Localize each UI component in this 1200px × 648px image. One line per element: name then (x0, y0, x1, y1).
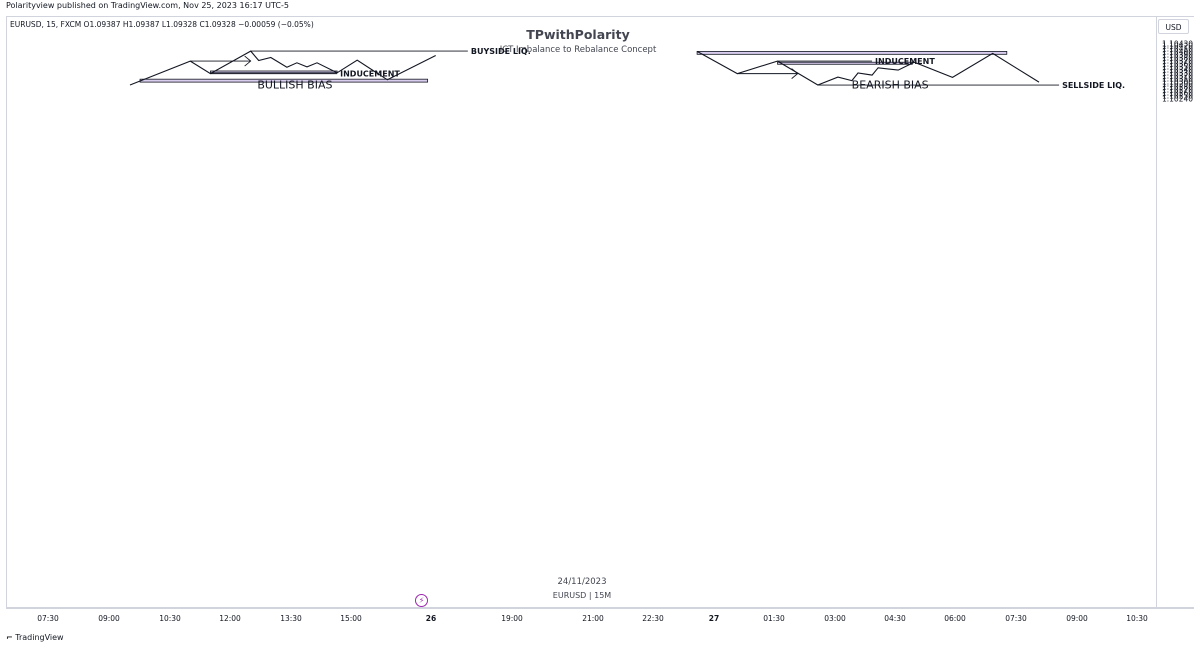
time-tick-label: 27 (708, 614, 720, 623)
bearish-price-path[interactable] (696, 50, 1040, 86)
imbalance-zone[interactable] (210, 70, 338, 74)
price-tick-label: 1.10310 (1162, 74, 1194, 84)
arrow-head[interactable] (791, 68, 799, 79)
time-tick-label: 09:00 (1066, 614, 1088, 623)
arrow-head[interactable] (244, 55, 252, 67)
imbalance-zone[interactable] (696, 50, 1008, 55)
chart-title: TPwithPolarity (526, 27, 630, 42)
price-tick-label: 1.10260 (1162, 88, 1194, 98)
time-tick-label: 09:00 (98, 614, 120, 623)
price-tick-label: 1.10430 (1162, 39, 1194, 48)
chart-subtitle: ICT Imbalance to Rebalance Concept (499, 45, 657, 55)
time-tick-label: 06:00 (944, 614, 966, 623)
time-tick-label: 10:30 (159, 614, 181, 623)
price-tick-label: 1.10300 (1162, 77, 1194, 87)
economic-event-icon[interactable]: ⚡ (415, 594, 428, 607)
price-tick-label: 1.10290 (1162, 79, 1194, 89)
bias-label: BULLISH BIAS (257, 78, 332, 91)
time-tick-label: 03:00 (824, 614, 846, 623)
tradingview-logo[interactable]: ⌐ TradingView (6, 633, 64, 642)
time-tick-label: 13:30 (280, 614, 302, 623)
price-tick-label: 1.10280 (1162, 82, 1194, 92)
date-watermark: 24/11/2023 (557, 577, 607, 587)
currency-button[interactable]: USD (1158, 19, 1189, 34)
time-tick-label: 01:30 (763, 614, 785, 623)
time-tick-label: 15:00 (340, 614, 362, 623)
tradingview-brand-text: TradingView (15, 633, 64, 642)
time-tick-label: 12:00 (219, 614, 241, 623)
time-tick-label: 26 (425, 614, 437, 623)
bullish-price-path[interactable] (129, 50, 436, 86)
time-axis-divider (6, 608, 1194, 609)
time-tick-label: 21:00 (582, 614, 604, 623)
price-tick-label: 1.10410 (1162, 44, 1194, 54)
price-tick-label: 1.10360 (1162, 59, 1194, 69)
price-tick-label: 1.10370 (1162, 56, 1194, 66)
time-tick-label: 19:00 (501, 614, 523, 623)
time-tick-label: 07:30 (1005, 614, 1027, 623)
chart-pane[interactable] (6, 16, 1156, 608)
price-tick-label: 1.10350 (1162, 62, 1194, 72)
price-tick-label: 1.10320 (1162, 71, 1194, 81)
price-tick-label: 1.10270 (1162, 85, 1194, 95)
level-label: INDUCEMENT (875, 57, 935, 66)
price-tick-label: 1.10340 (1162, 65, 1194, 75)
symbol-legend[interactable]: EURUSD, 15, FXCM O1.09387 H1.09387 L1.09… (10, 20, 314, 29)
bias-label: BEARISH BIAS (852, 78, 929, 91)
symbol-watermark: EURUSD | 15M (552, 591, 612, 600)
time-tick-label: 10:30 (1126, 614, 1148, 623)
price-tick-label: 1.10380 (1162, 53, 1194, 63)
level-label: BUYSIDE LIQ. (471, 47, 531, 56)
price-axis[interactable] (1156, 16, 1194, 608)
price-tick-label: 1.10250 (1162, 91, 1194, 101)
time-tick-label: 07:30 (37, 614, 59, 623)
price-tick-label: 1.10390 (1162, 50, 1194, 60)
price-tick-label: 1.10240 (1162, 94, 1194, 104)
level-label: INDUCEMENT (340, 70, 400, 79)
price-tick-label: 1.10330 (1162, 68, 1194, 78)
published-by-text: Polarityview published on TradingView.co… (6, 1, 289, 10)
level-label: SELLSIDE LIQ. (1062, 81, 1125, 90)
time-tick-label: 22:30 (642, 614, 664, 623)
time-tick-label: 04:30 (884, 614, 906, 623)
price-tick-label: 1.10400 (1162, 47, 1194, 57)
price-tick-label: 1.10420 (1162, 41, 1194, 51)
